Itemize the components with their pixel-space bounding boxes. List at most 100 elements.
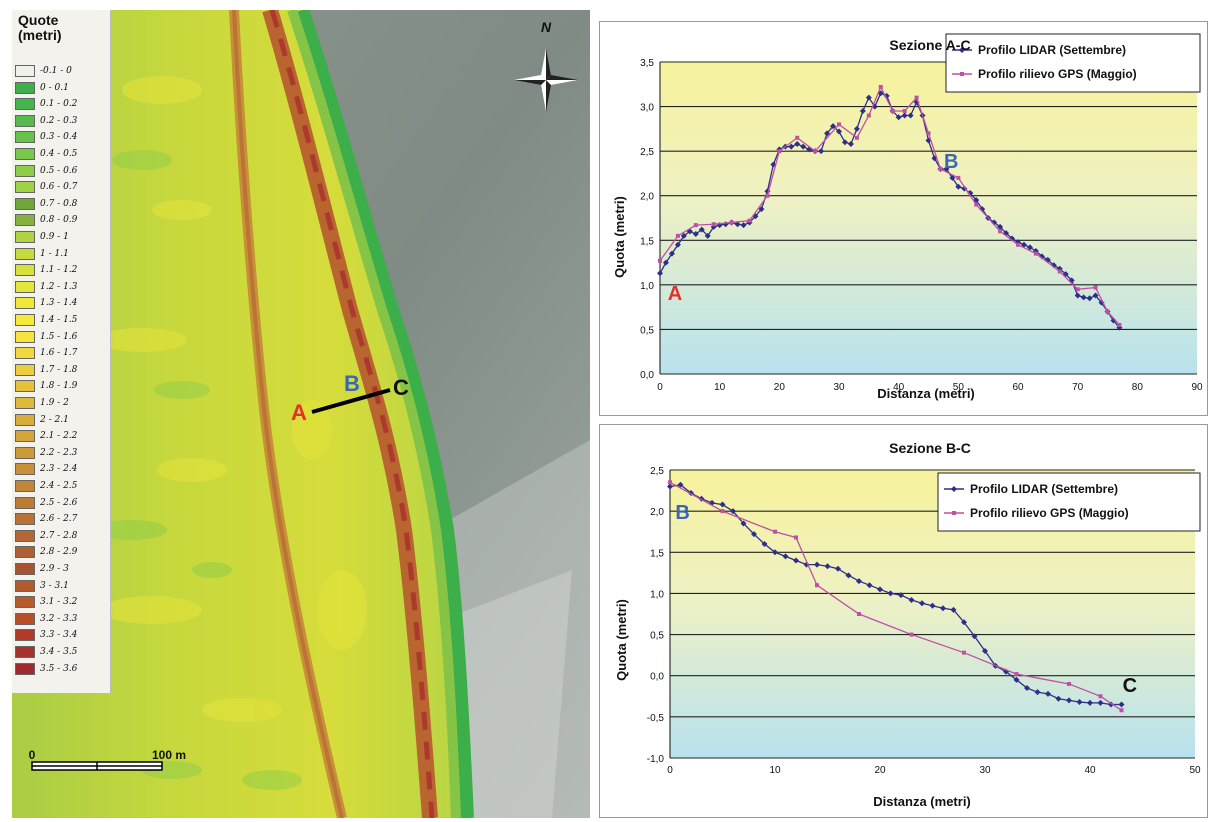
legend-label: 3.5 - 3.6 xyxy=(40,664,77,674)
gps-point xyxy=(891,109,895,113)
legend-label: 3.2 - 3.3 xyxy=(40,614,77,624)
gps-point xyxy=(795,136,799,140)
point-annotation: B xyxy=(675,502,689,524)
chart-ac-xlabel: Distanza (metri) xyxy=(877,386,975,401)
legend-label: -0.1 - 0 xyxy=(40,66,72,76)
scale-bar xyxy=(32,762,162,770)
legend-swatch xyxy=(15,131,35,143)
gps-point xyxy=(1016,243,1020,247)
gps-point xyxy=(956,176,960,180)
gps-point xyxy=(794,535,798,539)
legend-row: 1.2 - 1.3 xyxy=(15,280,77,294)
legend-swatch xyxy=(15,414,35,426)
gps-point xyxy=(938,167,942,171)
x-tick-label: 10 xyxy=(769,765,781,776)
legend-swatch xyxy=(15,347,35,359)
legend-label: 2.2 - 2.3 xyxy=(40,448,77,458)
x-tick-label: 90 xyxy=(1191,382,1203,393)
point-b-label: B xyxy=(344,371,360,396)
legend-row: 1.8 - 1.9 xyxy=(15,379,77,393)
legend-swatch xyxy=(15,165,35,177)
legend-label: 1.4 - 1.5 xyxy=(40,315,77,325)
legend-label: 1.3 - 1.4 xyxy=(40,298,77,308)
legend-swatch xyxy=(15,364,35,376)
legend-swatch xyxy=(15,214,35,226)
legend-swatch xyxy=(15,314,35,326)
y-tick-label: 2,5 xyxy=(650,466,664,477)
point-annotation: A xyxy=(668,283,682,305)
legend-swatch xyxy=(15,513,35,525)
gps-point xyxy=(773,530,777,534)
gps-point xyxy=(748,219,752,223)
legend-row: 0.9 - 1 xyxy=(15,230,69,244)
legend-label: 3.1 - 3.2 xyxy=(40,597,77,607)
legend-swatch xyxy=(15,546,35,558)
legend-swatch xyxy=(15,380,35,392)
legend-label: 2.5 - 2.6 xyxy=(40,498,77,508)
x-tick-label: 20 xyxy=(774,382,786,393)
gps-point xyxy=(694,223,698,227)
chart-section-bc: -1,0 -0,5 0,0 0,5 1,0 1,5 2,0 2,5 0 10 20 30 40 50 B C P… xyxy=(599,424,1208,818)
legend-row: 3.3 - 3.4 xyxy=(15,628,77,642)
legend-swatch xyxy=(15,248,35,260)
legend-row: 0.4 - 0.5 xyxy=(15,147,77,161)
legend-swatch xyxy=(15,563,35,575)
x-tick-label: 20 xyxy=(874,765,886,776)
legend-entry: Profilo LIDAR (Settembre) xyxy=(978,43,1126,57)
legend-swatch xyxy=(15,430,35,442)
legend-swatch xyxy=(15,663,35,675)
plot-area xyxy=(660,62,1197,374)
gps-point xyxy=(903,109,907,113)
legend-row: 2.8 - 2.9 xyxy=(15,545,77,559)
point-annotation: B xyxy=(944,151,958,173)
y-tick-label: 0,5 xyxy=(640,325,654,336)
legend-swatch xyxy=(15,98,35,110)
gps-point xyxy=(915,96,919,100)
y-tick-label: -1,0 xyxy=(647,754,665,765)
gps-point xyxy=(668,480,672,484)
legend-row: 2.5 - 2.6 xyxy=(15,496,77,510)
legend-label: 1.6 - 1.7 xyxy=(40,348,77,358)
legend-row: 1.1 - 1.2 xyxy=(15,263,77,277)
legend-label: 1.9 - 2 xyxy=(40,398,69,408)
legend-label: 2.7 - 2.8 xyxy=(40,531,77,541)
legend-label: 0.4 - 0.5 xyxy=(40,149,77,159)
legend-row: 1 - 1.1 xyxy=(15,247,69,261)
gps-point xyxy=(765,194,769,198)
gps-point xyxy=(730,220,734,224)
legend-row: 0.2 - 0.3 xyxy=(15,114,77,128)
y-tick-label: 2,0 xyxy=(640,192,654,203)
y-tick-label: 0,0 xyxy=(650,672,664,683)
legend-entry: Profilo rilievo GPS (Maggio) xyxy=(978,67,1137,81)
gps-point xyxy=(857,612,861,616)
gps-point xyxy=(927,131,931,135)
x-tick-label: 30 xyxy=(833,382,845,393)
legend-swatch xyxy=(15,463,35,475)
y-tick-label: 1,5 xyxy=(640,236,654,247)
x-tick-label: 30 xyxy=(979,765,991,776)
gps-point xyxy=(1015,672,1019,676)
gps-point xyxy=(837,122,841,126)
legend-swatch xyxy=(15,646,35,658)
gps-point xyxy=(712,222,716,226)
legend-row: 3 - 3.1 xyxy=(15,579,69,593)
legend-row: 0.8 - 0.9 xyxy=(15,213,77,227)
y-tick-label: 0,5 xyxy=(650,631,664,642)
gps-point xyxy=(879,85,883,89)
legend-title-line2: (metri) xyxy=(18,28,110,43)
legend-row: 2.2 - 2.3 xyxy=(15,446,77,460)
legend-label: 2.4 - 2.5 xyxy=(40,481,77,491)
point-a-label: A xyxy=(291,400,307,425)
legend-row: 3.2 - 3.3 xyxy=(15,612,77,626)
legend-label: 0 - 0.1 xyxy=(40,83,69,93)
legend-swatch xyxy=(15,181,35,193)
legend-entry: Profilo LIDAR (Settembre) xyxy=(970,482,1118,496)
chart-ac-svg: 0,00,51,01,52,02,53,03,50 10 20 30 40 50 60 70 8… xyxy=(600,22,1207,415)
gps-point xyxy=(1106,310,1110,314)
legend-row: 2.1 - 2.2 xyxy=(15,429,77,443)
chart-bc-svg: -1,0-0,50,00,51,01,52,02,50 10 20 30 40 50BCP… xyxy=(600,425,1207,817)
legend-row: 0.6 - 0.7 xyxy=(15,180,77,194)
chart-ac-ylabel: Quota (metri) xyxy=(612,196,627,278)
y-tick-label: 2,5 xyxy=(640,147,654,158)
legend-swatch xyxy=(15,629,35,641)
